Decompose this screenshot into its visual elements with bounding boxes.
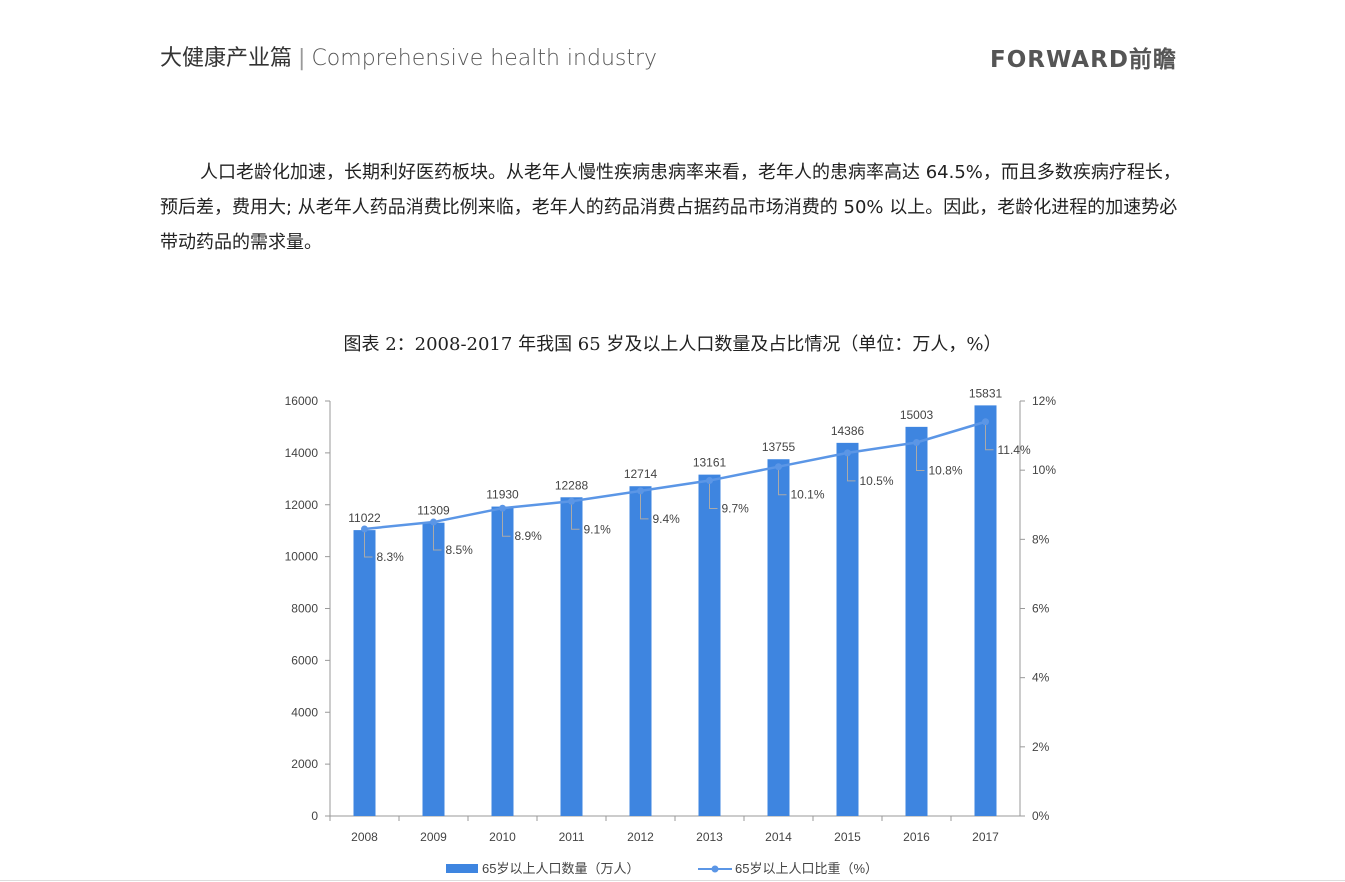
header-title-en: Comprehensive health industry [311,46,658,71]
bar [560,497,583,816]
line-label-leader [571,501,580,530]
y-right-tick-label: 8% [1032,532,1050,546]
x-tick-label: 2010 [489,830,516,844]
legend-line-label: 65岁以上人口比重（%） [735,861,878,876]
y-left-tick-label: 0 [311,809,318,823]
bar-data-label: 14386 [831,424,865,438]
bar-data-label: 12714 [624,467,658,481]
line-data-label: 10.1% [791,488,825,502]
bar-data-label: 15003 [900,408,934,422]
line-label-leader [985,421,994,451]
bar-data-label: 11309 [417,504,450,518]
bar-data-label: 15831 [969,386,1003,400]
y-right-tick-label: 6% [1032,602,1050,616]
line-data-label: 9.7% [722,502,750,516]
line-label-leader [778,466,787,496]
line-point [706,477,713,485]
y-left-tick-label: 12000 [285,498,319,512]
body-paragraph: 人口老龄化加速，长期利好医药板块。从老年人慢性疾病患病率来看，老年人的患病率高达… [160,162,1181,253]
line-point [637,487,644,495]
x-tick-label: 2009 [420,830,447,844]
y-right-tick-label: 10% [1032,463,1056,477]
forward-logo: FORWARD前瞻 [990,47,1177,73]
line-point [844,449,851,457]
header-title: 大健康产业篇 | Comprehensive health industry [160,40,657,72]
line-data-label: 10.5% [860,474,894,488]
line-label-leader [502,508,511,537]
y-right-tick-label: 4% [1032,671,1050,685]
bar [629,486,652,816]
line-data-label: 8.9% [515,529,543,543]
line-label-leader [709,480,718,510]
y-left-tick-label: 8000 [291,602,318,616]
line-point [568,497,575,505]
y-right-tick-label: 2% [1032,740,1050,754]
legend-bar-label: 65岁以上人口数量（万人） [482,861,639,876]
x-tick-label: 2016 [903,830,930,844]
x-tick-label: 2008 [351,830,378,844]
x-tick-label: 2012 [627,830,654,844]
bar-data-label: 13161 [693,456,727,470]
line-point [361,525,368,533]
bar-data-label: 13755 [762,440,796,454]
bar-data-label: 11930 [486,488,519,502]
x-tick-label: 2011 [559,830,585,844]
line-label-leader [433,522,442,551]
x-tick-label: 2013 [696,830,723,844]
y-left-tick-label: 6000 [291,653,318,667]
bar [698,474,721,816]
line-data-label: 11.4% [998,443,1031,457]
bar [974,405,997,816]
y-right-tick-label: 12% [1032,394,1056,408]
line-data-label: 9.4% [653,512,681,526]
bar-data-label: 12288 [555,478,589,492]
x-tick-label: 2015 [834,830,861,844]
bar [353,530,376,816]
line-label-leader [364,528,373,558]
y-left-tick-label: 16000 [285,394,319,408]
line-data-label: 9.1% [584,522,612,536]
line-data-label: 10.8% [929,464,963,478]
y-left-tick-label: 4000 [291,705,318,719]
line-point [982,418,989,426]
bar [767,459,790,816]
x-tick-label: 2014 [765,830,792,844]
bar [491,506,514,816]
x-tick-label: 2017 [972,830,999,844]
page-divider [0,880,1345,881]
bar [905,426,928,816]
header-title-cn: 大健康产业篇 [160,46,293,71]
y-left-tick-label: 2000 [291,757,318,771]
line-label-leader [847,452,856,482]
bar-data-label: 11022 [348,511,381,525]
line-label-leader [640,490,649,520]
line-point [430,518,437,526]
bar [836,442,859,816]
line-data-label: 8.3% [377,550,405,564]
y-left-tick-label: 14000 [285,446,319,460]
bar [422,522,445,816]
line-series [364,420,986,531]
line-label-leader [916,442,925,471]
chart: 0 2000 4000 6000 8000 10000 12000 14000 16000 0% 2… [285,386,1057,876]
line-point [775,463,782,471]
line-data-label: 8.5% [446,543,474,557]
y-right-tick-label: 0% [1032,809,1050,823]
line-point [499,504,506,512]
legend-line-marker [711,865,719,873]
line-point [913,439,920,446]
legend-bar-swatch [446,864,478,873]
chart-caption: 图表 2：2008-2017 年我国 65 岁及以上人口数量及占比情况（单位：万… [343,334,1002,355]
y-left-tick-label: 10000 [285,550,319,564]
header-separator: | [298,46,306,71]
